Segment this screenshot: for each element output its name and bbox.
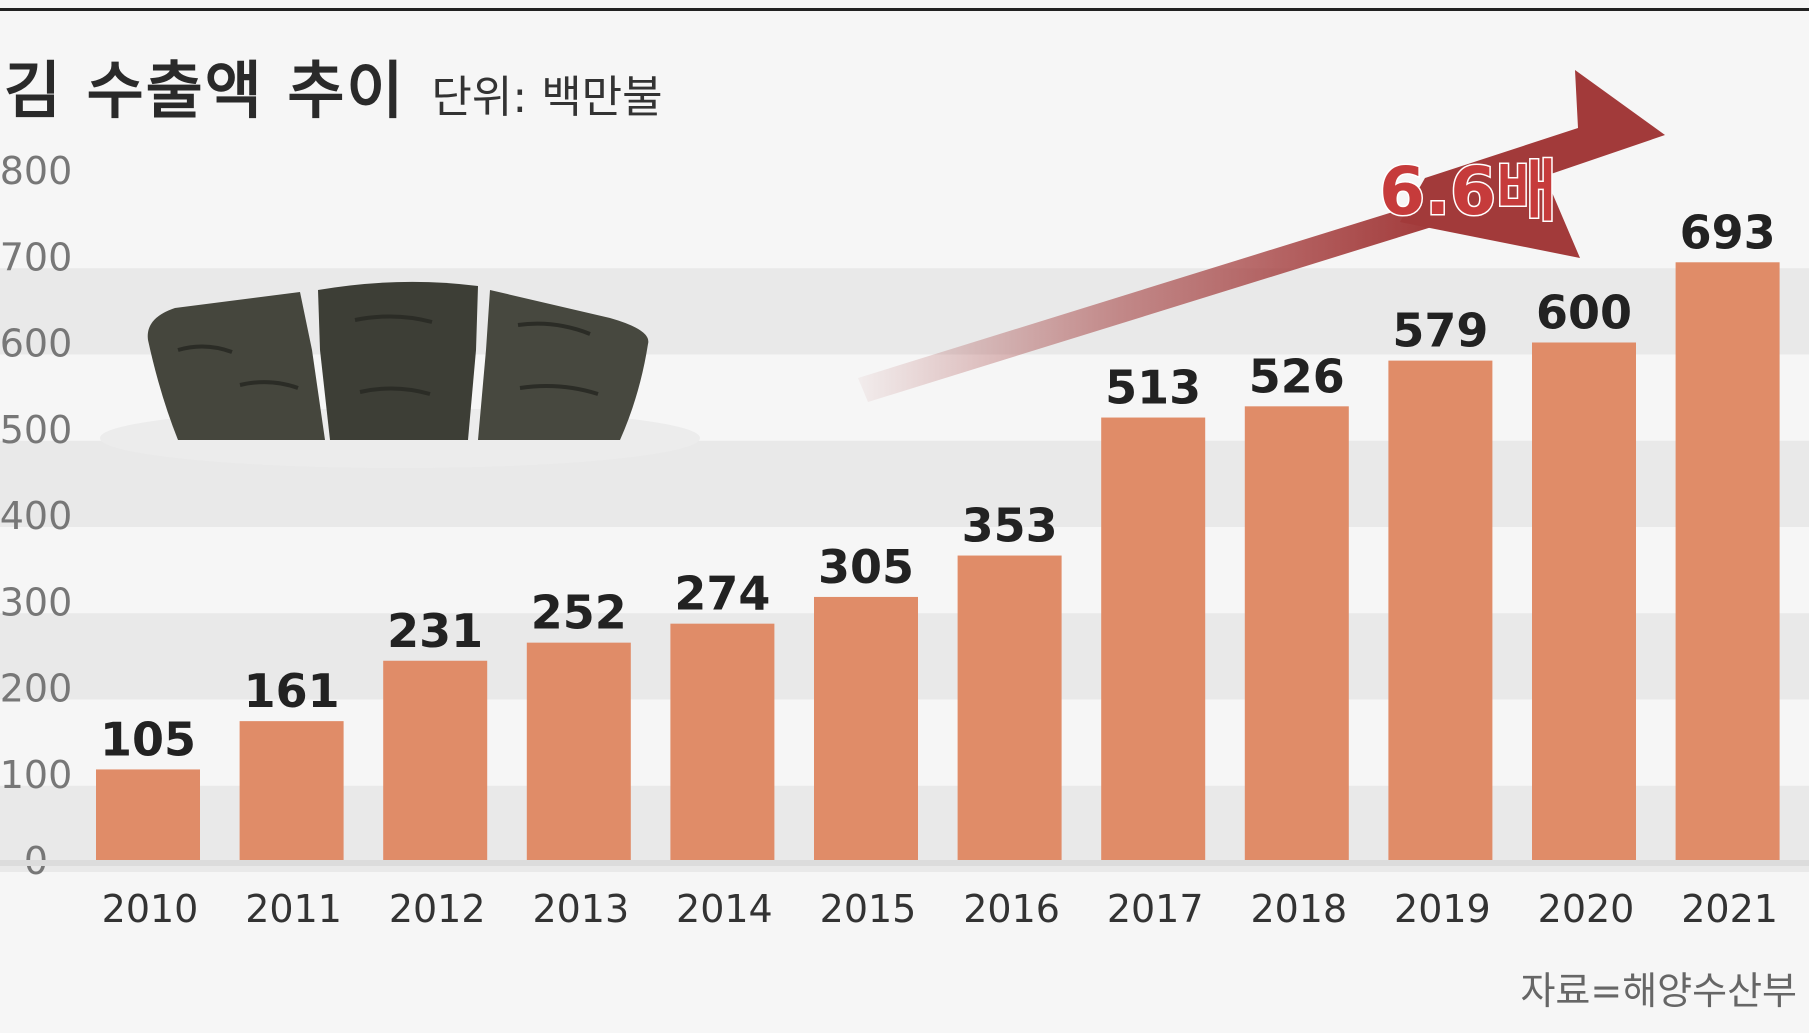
y-tick-label: 100 [0, 753, 72, 797]
data-label: 231 [387, 604, 483, 658]
bar [526, 642, 631, 860]
baseline [0, 860, 1809, 866]
bar [1675, 262, 1780, 861]
data-label: 274 [674, 567, 770, 621]
top-rule [0, 8, 1809, 11]
data-label: 252 [531, 586, 627, 640]
y-axis: 0100200300400500600700800 [0, 149, 72, 883]
source-note: 자료=해양수산부 [1520, 969, 1797, 1013]
bar [1388, 360, 1493, 860]
x-tick-label: 2020 [1538, 887, 1635, 931]
y-tick-label: 400 [0, 494, 72, 538]
bar [814, 596, 918, 860]
x-tick-label: 2012 [389, 887, 486, 931]
growth-arrow: 6.6배 [858, 70, 1665, 402]
y-tick-label: 200 [0, 667, 72, 711]
y-tick-label: 700 [0, 235, 72, 279]
chart-unit: 단위: 백만불 [431, 72, 663, 123]
data-label: 353 [962, 499, 1058, 553]
y-tick-label: 600 [0, 322, 72, 366]
x-tick-label: 2021 [1681, 887, 1778, 931]
data-label: 579 [1392, 304, 1488, 358]
data-label: 161 [244, 664, 340, 718]
growth-annotation: 6.6배 [1379, 153, 1557, 230]
bar [1244, 406, 1349, 860]
y-tick-label: 500 [0, 408, 72, 452]
x-tick-label: 2019 [1394, 887, 1491, 931]
bar [96, 769, 200, 860]
bars: 105 161 231 252 274 305 353 513 526 579 600 693 [96, 205, 1780, 861]
data-label: 513 [1105, 361, 1201, 415]
y-tick-label: 800 [0, 149, 72, 193]
bar [1532, 342, 1636, 860]
bar [957, 555, 1062, 860]
bar [670, 623, 775, 860]
x-tick-label: 2015 [820, 887, 917, 931]
x-tick-label: 2018 [1250, 887, 1347, 931]
chart-title: 김 수출액 추이 [4, 54, 406, 127]
x-axis: 2010 2011 2012 2013 2014 2015 2016 2017 2018 2019… [0, 860, 1809, 931]
laver-illustration [100, 281, 700, 468]
bar [1101, 417, 1206, 860]
x-tick-label: 2011 [245, 887, 342, 931]
x-tick-label: 2017 [1107, 887, 1204, 931]
x-tick-label: 2013 [532, 887, 629, 931]
data-label: 693 [1680, 205, 1776, 259]
y-tick-label: 300 [0, 580, 72, 624]
bar [239, 721, 344, 860]
header: 김 수출액 추이 단위: 백만불 [4, 40, 663, 130]
data-label: 305 [818, 540, 914, 594]
x-tick-label: 2010 [102, 887, 199, 931]
x-tick-label: 2014 [676, 887, 773, 931]
data-label: 526 [1249, 349, 1345, 403]
data-label: 105 [100, 712, 196, 766]
bar [383, 660, 488, 860]
data-label: 600 [1536, 286, 1632, 340]
x-tick-label: 2016 [963, 887, 1060, 931]
